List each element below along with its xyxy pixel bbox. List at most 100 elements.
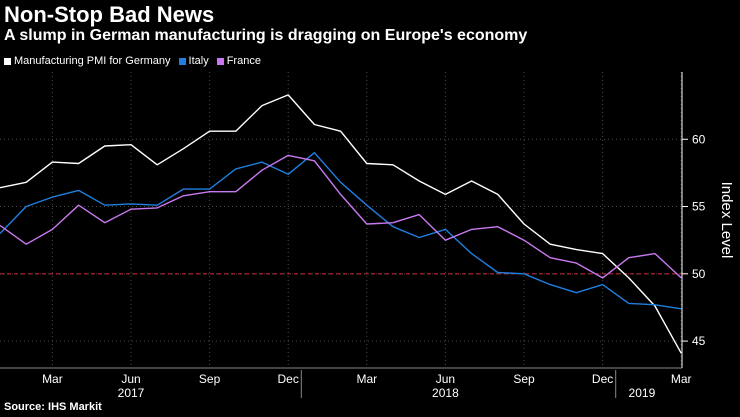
data-point-germany-26 xyxy=(680,352,682,354)
data-point-france-25 xyxy=(654,253,656,255)
year-label-2018: 2018 xyxy=(432,386,459,400)
data-point-germany-19 xyxy=(497,194,499,196)
data-point-germany-7 xyxy=(183,148,185,150)
data-point-germany-16 xyxy=(418,180,420,182)
data-point-italy-1 xyxy=(25,206,27,208)
data-point-italy-7 xyxy=(183,188,185,190)
data-point-france-19 xyxy=(497,226,499,228)
data-point-italy-8 xyxy=(209,188,211,190)
legend-swatch-france xyxy=(216,57,224,65)
data-point-germany-14 xyxy=(366,163,368,165)
data-point-italy-11 xyxy=(287,173,289,175)
data-point-france-12 xyxy=(314,160,316,162)
data-point-italy-2 xyxy=(52,196,54,198)
data-point-france-14 xyxy=(366,223,368,225)
x-tick-label-3: Dec xyxy=(278,372,299,386)
legend-swatch-germany xyxy=(4,57,11,65)
data-point-germany-6 xyxy=(156,164,158,166)
data-point-italy-10 xyxy=(261,161,263,163)
data-point-france-9 xyxy=(235,191,237,193)
y-axis-title: Index Level xyxy=(718,182,735,259)
data-point-germany-3 xyxy=(78,163,80,165)
data-point-italy-16 xyxy=(418,237,420,239)
data-point-france-6 xyxy=(156,207,158,209)
x-tick-label-6: Sep xyxy=(513,372,535,386)
x-tick-label-1: Jun xyxy=(121,372,140,386)
data-point-france-7 xyxy=(183,195,185,197)
chart-title: Non-Stop Bad News xyxy=(4,2,215,27)
data-point-germany-20 xyxy=(523,223,525,225)
data-point-italy-4 xyxy=(104,204,106,206)
data-point-germany-15 xyxy=(392,164,394,166)
legend-item-italy: Italy xyxy=(178,55,209,67)
data-point-germany-13 xyxy=(340,130,342,132)
x-tick-label-8: Mar xyxy=(671,372,692,386)
data-point-italy-23 xyxy=(602,284,604,286)
data-point-germany-11 xyxy=(287,94,289,96)
y-tick-label-60: 60 xyxy=(692,132,706,146)
data-point-italy-14 xyxy=(366,204,368,206)
data-point-italy-19 xyxy=(497,272,499,274)
data-point-france-18 xyxy=(471,229,473,231)
data-point-germany-23 xyxy=(602,253,604,255)
data-point-italy-5 xyxy=(130,203,132,205)
chart-subtitle: A slump in German manufacturing is dragg… xyxy=(4,27,528,44)
data-point-italy-26 xyxy=(680,308,682,310)
data-point-italy-20 xyxy=(523,273,525,275)
data-point-france-23 xyxy=(602,277,604,279)
data-point-italy-15 xyxy=(392,226,394,228)
data-point-italy-17 xyxy=(445,229,447,231)
data-point-germany-17 xyxy=(445,194,447,196)
year-label-2019: 2019 xyxy=(629,386,656,400)
data-point-france-2 xyxy=(52,229,54,231)
x-tick-label-5: Jun xyxy=(436,372,455,386)
data-point-germany-24 xyxy=(628,277,630,279)
data-point-germany-1 xyxy=(25,182,27,184)
x-tick-label-7: Dec xyxy=(592,372,613,386)
x-tick-label-0: Mar xyxy=(42,372,63,386)
data-point-france-1 xyxy=(25,243,27,245)
year-label-2017: 2017 xyxy=(118,386,145,400)
data-point-germany-12 xyxy=(314,124,316,126)
data-point-germany-10 xyxy=(261,105,263,107)
data-point-france-17 xyxy=(445,239,447,241)
data-point-germany-5 xyxy=(130,144,132,146)
data-point-france-11 xyxy=(287,155,289,157)
data-point-germany-22 xyxy=(576,249,578,251)
data-point-france-26 xyxy=(680,277,682,279)
data-point-france-15 xyxy=(392,222,394,224)
data-point-italy-22 xyxy=(576,292,578,294)
data-point-italy-25 xyxy=(654,304,656,306)
data-point-france-20 xyxy=(523,239,525,241)
data-point-germany-18 xyxy=(471,180,473,182)
data-point-france-4 xyxy=(104,222,106,224)
data-point-france-8 xyxy=(209,191,211,193)
x-tick-label-2: Sep xyxy=(199,372,221,386)
data-point-germany-21 xyxy=(549,243,551,245)
data-point-france-13 xyxy=(340,194,342,196)
x-tick-label-4: Mar xyxy=(356,372,377,386)
data-point-italy-21 xyxy=(549,284,551,286)
data-point-italy-13 xyxy=(340,182,342,184)
data-point-italy-18 xyxy=(471,253,473,255)
legend-item-france: France xyxy=(216,55,261,67)
data-point-germany-9 xyxy=(235,130,237,132)
legend-label-germany: Manufacturing PMI for Germany xyxy=(14,55,171,67)
series-line-france xyxy=(0,154,682,279)
data-point-italy-6 xyxy=(156,204,158,206)
legend-item-germany: Manufacturing PMI for Germany xyxy=(4,55,171,67)
legend-label-italy: Italy xyxy=(188,55,209,67)
source-note: Source: IHS Markit xyxy=(4,401,102,413)
series-line-germany xyxy=(0,94,682,354)
data-point-france-5 xyxy=(130,208,132,210)
data-point-germany-4 xyxy=(104,145,106,147)
data-point-france-3 xyxy=(78,204,80,206)
series-line-italy xyxy=(0,151,682,310)
data-point-italy-9 xyxy=(235,168,237,170)
legend-swatch-italy xyxy=(178,57,186,65)
data-point-france-16 xyxy=(418,214,420,216)
data-point-italy-24 xyxy=(628,303,630,305)
data-point-germany-8 xyxy=(209,130,211,132)
y-tick-label-45: 45 xyxy=(692,334,706,348)
